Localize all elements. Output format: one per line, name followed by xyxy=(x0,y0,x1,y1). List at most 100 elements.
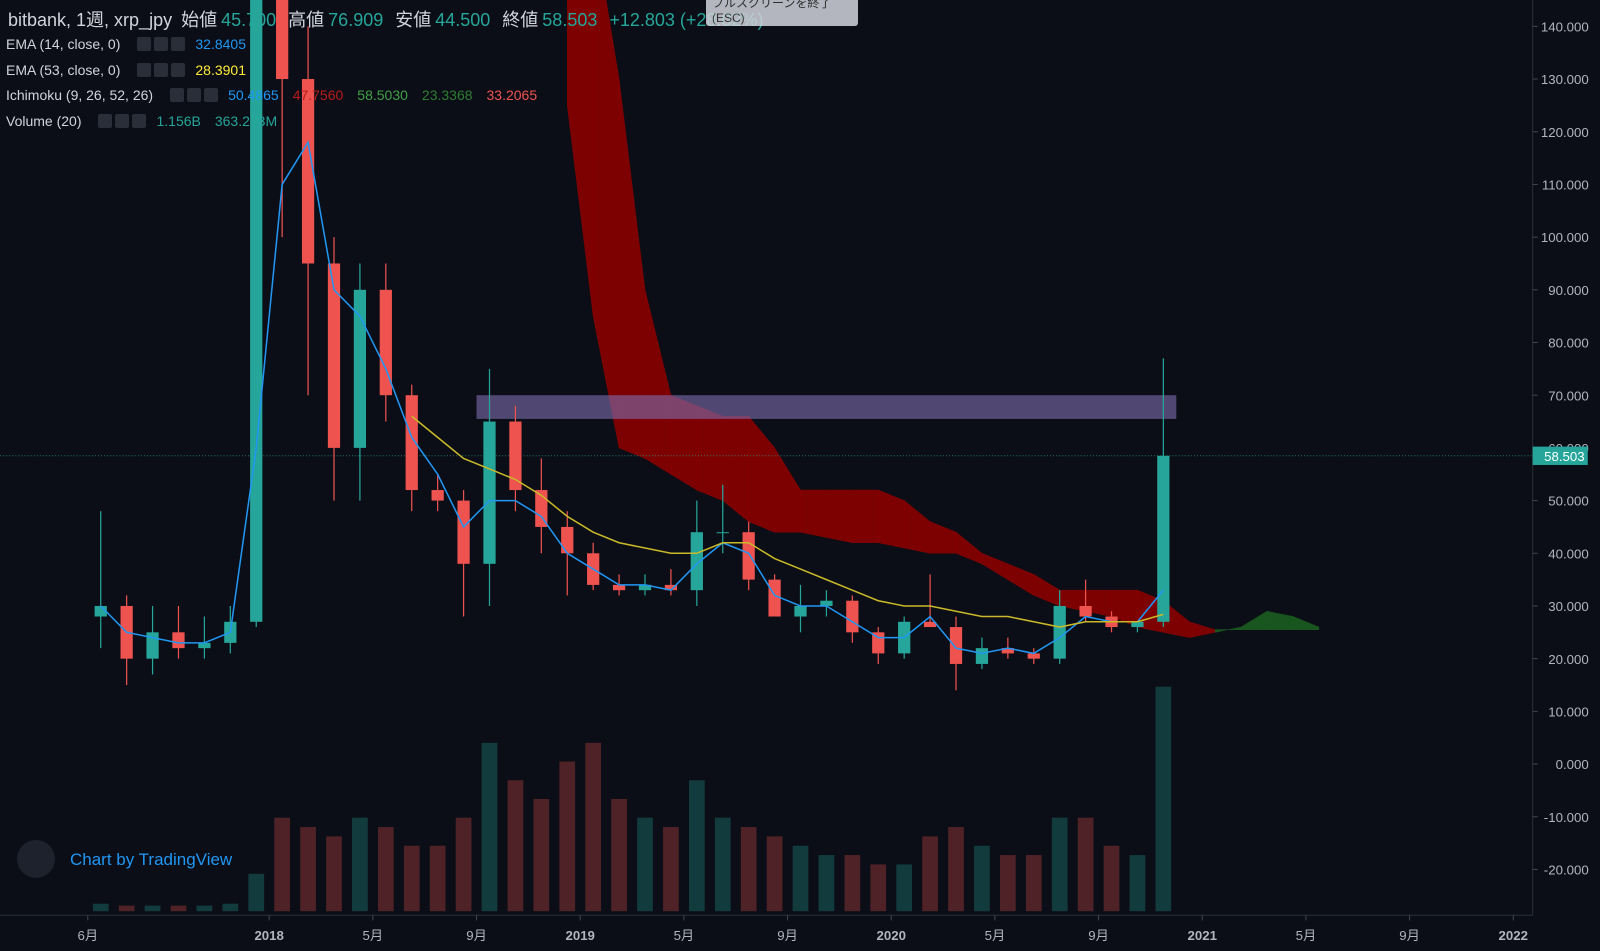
volume-bar xyxy=(1129,855,1146,912)
volume-bar xyxy=(740,827,757,912)
y-tick-label: 80.000 xyxy=(1548,336,1589,351)
x-tick-label: 5月 xyxy=(985,928,1006,943)
candle-body xyxy=(457,500,470,564)
volume-bar xyxy=(922,836,938,912)
volume-bar xyxy=(481,742,498,912)
cloud-segment xyxy=(878,489,905,549)
volume-bar xyxy=(1155,686,1172,912)
last-price-box xyxy=(1532,446,1588,465)
y-tick-label: 20.000 xyxy=(1548,652,1589,667)
x-tick-label: 9月 xyxy=(466,928,487,943)
volume-bar xyxy=(663,827,679,912)
cloud-segment xyxy=(852,489,879,543)
volume-bar xyxy=(637,817,653,912)
candle-body xyxy=(1027,653,1040,659)
zone xyxy=(476,395,1177,419)
candle-body xyxy=(1131,621,1144,628)
candle-body xyxy=(198,642,211,649)
volume-bar xyxy=(999,855,1016,912)
cloud-segment xyxy=(826,489,853,544)
y-tick-label: 30.000 xyxy=(1548,599,1589,614)
candle-body xyxy=(509,421,522,491)
candle-body xyxy=(1001,648,1014,654)
volume-bar xyxy=(507,780,524,912)
volume-bar xyxy=(870,864,887,912)
volume-bar xyxy=(688,780,705,912)
y-tick-label: 10.000 xyxy=(1548,704,1589,719)
volume-bar xyxy=(377,827,394,912)
y-tick-label: 40.000 xyxy=(1548,546,1589,561)
candle-body xyxy=(794,605,807,617)
volume-bar xyxy=(611,798,627,912)
ema-line xyxy=(100,140,1164,655)
candle-body xyxy=(975,648,989,664)
x-tick-label: 6月 xyxy=(77,928,98,943)
volume-bar xyxy=(326,836,342,912)
x-tick-label: 2020 xyxy=(876,928,905,943)
y-tick-label: 120.000 xyxy=(1541,125,1589,140)
last-price-label: 58.503 xyxy=(1544,449,1585,464)
volume-bar xyxy=(222,903,239,912)
candle-body xyxy=(1157,455,1170,622)
volume-bar xyxy=(248,873,265,912)
candle-body xyxy=(483,421,496,564)
volume-bar xyxy=(92,903,109,912)
y-tick-label: -20.000 xyxy=(1544,863,1589,878)
y-tick-label: 0.000 xyxy=(1556,757,1589,772)
volume-bar xyxy=(274,817,291,912)
candle-body xyxy=(301,79,315,264)
x-tick-label: 2018 xyxy=(254,928,283,943)
x-tick-label: 2021 xyxy=(1187,928,1216,943)
cloud-segment xyxy=(566,0,594,317)
y-tick-label: 50.000 xyxy=(1548,494,1589,509)
candle-body xyxy=(94,605,107,617)
candle-body xyxy=(690,532,703,591)
y-tick-label: 140.000 xyxy=(1541,19,1589,34)
candle-body xyxy=(172,632,185,649)
y-tick-label: 70.000 xyxy=(1548,388,1589,403)
volume-bar xyxy=(533,798,550,912)
volume-bar xyxy=(844,855,861,912)
candle-body xyxy=(327,263,341,448)
y-tick-label: 110.000 xyxy=(1542,178,1589,193)
x-tick-label: 9月 xyxy=(1399,928,1420,943)
x-tick-label: 5月 xyxy=(674,928,695,943)
candle-body xyxy=(276,0,289,80)
volume-bar xyxy=(170,905,187,912)
candle-body xyxy=(846,600,859,633)
y-tick-label: 130.000 xyxy=(1541,72,1589,87)
ema-line xyxy=(411,415,1164,628)
volume-bar xyxy=(118,905,135,912)
volume-bar xyxy=(300,827,316,912)
volume-bar xyxy=(352,817,368,912)
candle-body xyxy=(431,490,444,501)
candle-body xyxy=(949,627,963,664)
x-tick-label: 2019 xyxy=(565,928,594,943)
candle-body xyxy=(768,579,781,617)
cloud-segment xyxy=(696,405,724,501)
volume-bar xyxy=(974,845,990,912)
x-tick-label: 9月 xyxy=(1088,928,1109,943)
x-tick-label: 5月 xyxy=(363,928,384,943)
volume-bar xyxy=(896,864,913,912)
candle-body xyxy=(638,584,652,591)
candle-body xyxy=(353,289,367,448)
volume-bar xyxy=(766,836,783,912)
volume-bar xyxy=(818,855,835,912)
candle-body xyxy=(820,600,833,606)
plot-area xyxy=(0,0,1533,912)
y-tick-label: 100.000 xyxy=(1541,230,1589,245)
axes: -20.000 -10.000 0.000 10.000 20.000 30.000 40.… xyxy=(77,19,1588,942)
candle-body xyxy=(1079,605,1092,617)
volume-bar xyxy=(1077,817,1094,912)
volume-bar xyxy=(144,905,161,912)
volume-bar xyxy=(403,845,420,912)
candle-body xyxy=(923,621,937,628)
candle-body xyxy=(535,490,548,527)
candle-body xyxy=(612,584,626,591)
candle-body xyxy=(1053,605,1066,659)
volume-bar xyxy=(429,845,446,912)
volume-bar xyxy=(559,761,576,912)
candle-body xyxy=(250,0,263,622)
